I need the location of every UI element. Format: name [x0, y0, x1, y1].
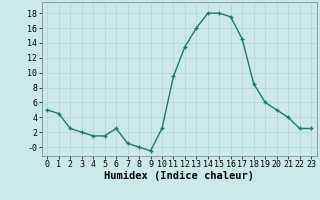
X-axis label: Humidex (Indice chaleur): Humidex (Indice chaleur) [104, 171, 254, 181]
